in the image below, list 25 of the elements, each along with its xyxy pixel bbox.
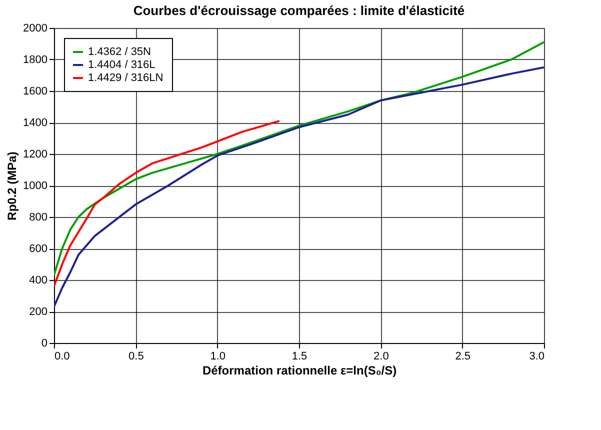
y-tick-label: 1600 [23, 86, 48, 98]
y-tick-label: 1200 [23, 148, 48, 160]
y-axis-title: Rp0.2 (MPa) [5, 152, 20, 220]
x-tick-label: 2.5 [455, 350, 470, 362]
y-tick-label: 600 [29, 243, 48, 255]
x-tick-label: 2.0 [374, 350, 389, 362]
x-tick-label: 1.5 [292, 350, 308, 362]
x-tick-label: 0.0 [54, 350, 70, 362]
x-tick-label: 3.0 [529, 350, 544, 362]
legend-label: 1.4429 / 316LN [88, 72, 164, 84]
x-tick-label: 1.0 [210, 350, 226, 362]
y-tick-label: 0 [41, 338, 48, 350]
y-tick-label: 2000 [23, 22, 48, 34]
line-series [54, 120, 280, 288]
y-tick-label: 1400 [23, 117, 48, 129]
legend-label: 1.4404 / 316L [88, 59, 156, 71]
chart-title: Courbes d'écrouissage comparées : limite d'élasticité [133, 3, 465, 18]
y-tick-label: 400 [29, 274, 48, 286]
x-axis-title: Déformation rationnelle ε=ln(S₀/S) [202, 364, 397, 378]
legend-label: 1.4362 / 35N [88, 46, 152, 58]
y-tick-label: 200 [29, 306, 48, 318]
y-tick-label: 1000 [23, 180, 48, 192]
y-tick-label: 800 [29, 212, 48, 224]
x-tick-label: 0.5 [128, 350, 144, 362]
y-tick-label: 1800 [23, 54, 48, 66]
